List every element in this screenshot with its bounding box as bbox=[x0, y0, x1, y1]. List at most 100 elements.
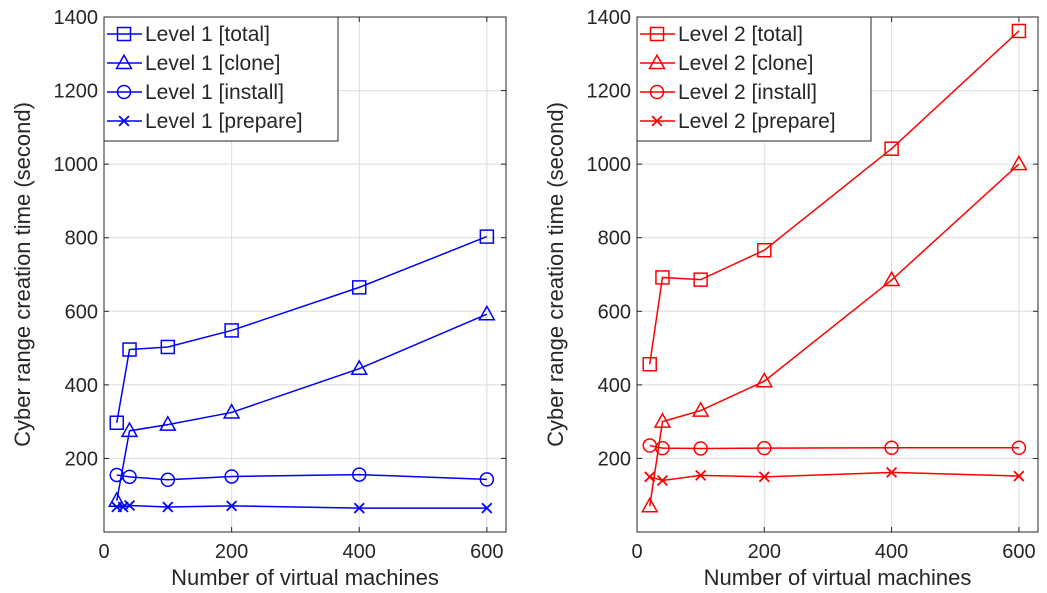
y-tick-label: 1400 bbox=[54, 7, 99, 29]
x-axis-label: Number of virtual machines bbox=[171, 565, 439, 590]
data-point bbox=[109, 415, 125, 430]
series-line bbox=[649, 471, 1019, 482]
data-point bbox=[124, 500, 136, 512]
y-tick-label: 400 bbox=[598, 375, 631, 397]
y-tick-label: 1400 bbox=[587, 7, 632, 29]
data-point bbox=[160, 472, 176, 488]
legend-marker bbox=[649, 84, 665, 100]
data-point bbox=[122, 342, 137, 357]
legend-entry-label: Level 1 [clone] bbox=[145, 52, 280, 75]
data-point bbox=[757, 440, 772, 456]
data-point bbox=[693, 272, 708, 287]
y-tick-label: 800 bbox=[598, 228, 631, 250]
series-circle bbox=[642, 438, 1027, 456]
data-point bbox=[1013, 470, 1025, 482]
legend: Level 2 [total] Level 2 [clone] Level 2 [i… bbox=[636, 16, 872, 142]
legend-marker bbox=[116, 84, 132, 100]
series-line bbox=[116, 313, 488, 501]
series-line bbox=[649, 444, 1019, 450]
data-point bbox=[224, 323, 239, 338]
y-tick-label: 200 bbox=[598, 448, 631, 470]
y-tick-label: 1000 bbox=[587, 154, 632, 176]
data-point bbox=[351, 280, 367, 295]
legend-marker bbox=[651, 115, 663, 127]
x-tick-label: 200 bbox=[748, 541, 781, 563]
y-tick-label: 1200 bbox=[587, 81, 632, 103]
series-x bbox=[111, 500, 493, 514]
legend-entry-label: Level 2 [total] bbox=[678, 23, 803, 46]
series-line bbox=[116, 504, 487, 509]
series-circle bbox=[109, 467, 495, 488]
data-point bbox=[757, 242, 772, 258]
data-point bbox=[644, 471, 656, 483]
data-point bbox=[693, 441, 708, 456]
legend-entry-label: Level 1 [prepare] bbox=[145, 110, 303, 133]
data-point bbox=[351, 467, 367, 482]
y-tick-label: 1000 bbox=[54, 154, 99, 176]
legend-marker bbox=[116, 26, 132, 42]
legend: Level 1 [total] Level 1 [clone] Level 1 [i… bbox=[103, 16, 339, 142]
y-axis-label: Cyber range creation time (second) bbox=[543, 102, 568, 447]
series-square bbox=[642, 23, 1027, 372]
data-point bbox=[353, 502, 365, 514]
x-tick-label: 200 bbox=[215, 541, 248, 563]
legend-marker bbox=[648, 53, 666, 70]
series-line bbox=[648, 163, 1020, 507]
y-tick-label: 200 bbox=[65, 448, 98, 470]
data-point bbox=[222, 403, 241, 419]
data-point bbox=[1011, 440, 1027, 456]
data-point bbox=[122, 469, 137, 485]
series-triangle bbox=[108, 304, 496, 508]
data-point bbox=[691, 401, 710, 417]
y-tick-label: 600 bbox=[598, 301, 631, 323]
legend-entry-label: Level 1 [install] bbox=[145, 81, 284, 104]
x-tick-label: 0 bbox=[98, 541, 109, 563]
data-point bbox=[159, 415, 177, 431]
legend-marker bbox=[115, 53, 133, 70]
data-point bbox=[884, 440, 899, 456]
legend-entry-label: Level 2 [prepare] bbox=[678, 110, 836, 133]
data-point bbox=[1010, 154, 1028, 171]
data-point bbox=[655, 270, 670, 285]
x-tick-label: 400 bbox=[343, 541, 376, 563]
data-point bbox=[224, 469, 239, 484]
data-point bbox=[481, 502, 493, 514]
right-panel-level-2: 0 200 400 600 200 400 600 800 1000 1200 1400 Number… bbox=[543, 7, 1039, 590]
data-point bbox=[479, 472, 495, 487]
data-point bbox=[478, 304, 496, 321]
data-point bbox=[1011, 23, 1027, 39]
series-line bbox=[116, 473, 487, 481]
series-line bbox=[648, 30, 1020, 365]
series-line bbox=[116, 235, 488, 423]
left-panel-level-1: 0 200 400 600 200 400 600 800 1000 1200 1400 Number… bbox=[10, 7, 507, 590]
legend-entry-label: Level 1 [total] bbox=[145, 23, 270, 46]
data-point bbox=[479, 229, 495, 244]
data-point bbox=[642, 357, 657, 372]
data-point bbox=[884, 141, 899, 156]
y-tick-label: 800 bbox=[65, 228, 98, 250]
data-point bbox=[656, 474, 668, 487]
legend-marker bbox=[118, 115, 130, 127]
legend-marker bbox=[649, 26, 665, 42]
data-point bbox=[226, 500, 238, 512]
data-point bbox=[160, 339, 176, 355]
y-tick-label: 1200 bbox=[54, 81, 99, 103]
data-point bbox=[886, 466, 898, 478]
data-point bbox=[120, 421, 139, 438]
data-point bbox=[350, 359, 368, 375]
data-point bbox=[882, 270, 901, 287]
x-tick-label: 0 bbox=[631, 541, 642, 563]
series-triangle bbox=[640, 154, 1028, 513]
data-point bbox=[758, 471, 770, 483]
data-point bbox=[653, 412, 672, 428]
data-point bbox=[695, 469, 707, 481]
data-point bbox=[755, 371, 774, 388]
x-tick-label: 400 bbox=[875, 541, 908, 563]
x-tick-label: 600 bbox=[470, 541, 503, 563]
data-point bbox=[655, 440, 670, 456]
data-point bbox=[640, 496, 659, 513]
legend-entry-label: Level 2 [clone] bbox=[678, 52, 813, 75]
x-tick-label: 600 bbox=[1002, 541, 1035, 563]
series-x bbox=[644, 466, 1025, 487]
